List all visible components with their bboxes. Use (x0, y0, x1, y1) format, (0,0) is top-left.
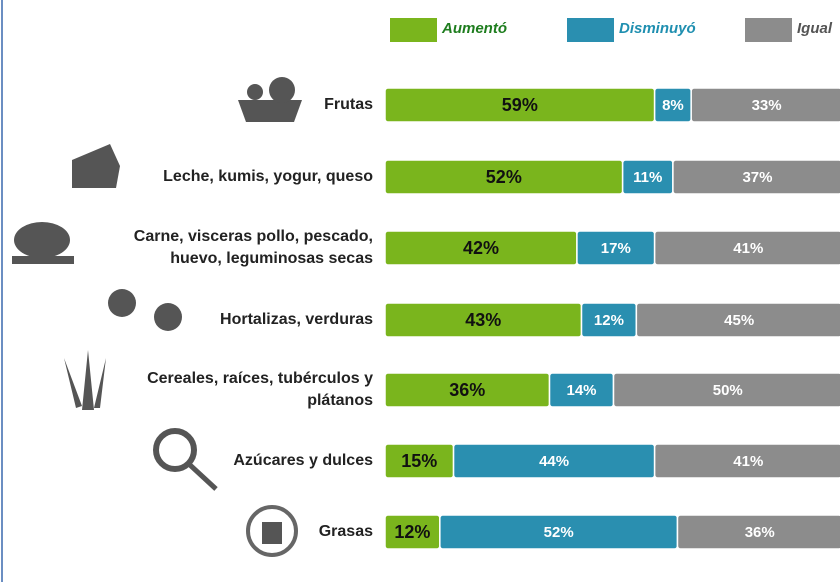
icon-tray (12, 256, 74, 264)
icon-chicken (14, 222, 70, 258)
icon-broccoli-2 (154, 303, 182, 331)
value-label: 36% (449, 380, 485, 400)
value-label: 52% (486, 167, 522, 187)
bar-segment (653, 443, 840, 479)
legend-swatch (745, 18, 792, 42)
bar-segment (690, 87, 840, 123)
value-label: 11% (633, 169, 662, 186)
icon-broccoli-1 (108, 289, 136, 317)
value-label: 14% (566, 382, 596, 399)
category-label: Leche, kumis, yogur, queso (163, 168, 373, 185)
icon-pear (269, 77, 295, 103)
category-label: Hortalizas, verduras (220, 311, 373, 328)
legend-label: Aumentó (441, 20, 507, 37)
value-label: 42% (463, 238, 499, 258)
bar-segment (672, 159, 840, 195)
icon-grapes (247, 84, 263, 100)
icon-cheese (72, 144, 120, 188)
value-label: 15% (401, 451, 437, 471)
legend-label: Igual (797, 20, 833, 37)
bar-segment (612, 372, 840, 408)
value-label: 59% (502, 95, 538, 115)
value-label: 52% (544, 524, 574, 541)
category-label: Grasas (319, 523, 373, 540)
icon-fruit-bowl (238, 100, 302, 122)
legend-swatch (390, 18, 437, 42)
value-label: 12% (594, 312, 624, 329)
category-label: Cereales, raíces, tubérculos y (147, 370, 373, 387)
value-label: 44% (539, 453, 569, 470)
value-label: 8% (662, 97, 684, 114)
value-label: 50% (713, 382, 743, 399)
value-label: 36% (745, 524, 775, 541)
icon-no-fat (246, 505, 298, 557)
category-label: Azúcares y dulces (233, 452, 373, 469)
icons (12, 77, 302, 557)
category-label: plátanos (307, 392, 373, 409)
value-label: 43% (465, 310, 501, 330)
value-label: 17% (601, 240, 631, 257)
category-label: huevo, leguminosas secas (170, 250, 373, 267)
value-label: 33% (752, 97, 782, 114)
icon-stick (188, 463, 218, 491)
category-label: Frutas (324, 96, 373, 113)
icon-wheat (64, 350, 106, 410)
value-label: 37% (742, 169, 772, 186)
icon-lollipop (153, 428, 197, 472)
category-label: Carne, visceras pollo, pescado, (134, 228, 373, 245)
legend-swatch (567, 18, 614, 42)
value-label: 12% (394, 522, 430, 542)
value-label: 41% (733, 453, 763, 470)
icon-fries (262, 522, 282, 544)
bar-segment (635, 302, 840, 338)
value-label: 41% (733, 240, 763, 257)
bar-segment (676, 514, 840, 550)
value-label: 45% (724, 312, 754, 329)
bar-segment (653, 230, 840, 266)
legend-label: Disminuyó (619, 20, 696, 37)
